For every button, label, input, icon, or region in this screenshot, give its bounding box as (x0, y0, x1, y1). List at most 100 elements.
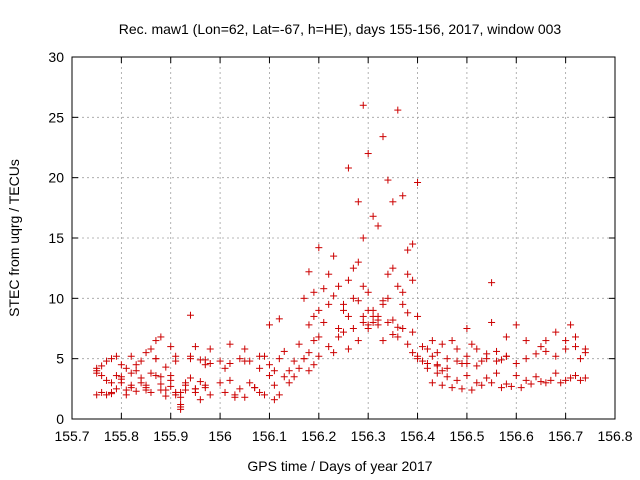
data-point (270, 381, 278, 389)
data-point (473, 379, 481, 387)
data-point (300, 355, 308, 363)
data-point (196, 378, 204, 386)
data-point (305, 321, 313, 329)
data-point (542, 337, 550, 345)
data-point (172, 388, 180, 396)
data-point (182, 379, 190, 387)
data-point (581, 374, 589, 382)
data-point (369, 212, 377, 220)
data-point (137, 374, 145, 382)
data-point (468, 386, 476, 394)
data-point (275, 355, 283, 363)
data-point (177, 405, 185, 413)
data-point (320, 318, 328, 326)
data-point (201, 384, 209, 392)
data-point (340, 300, 347, 308)
data-point (241, 345, 249, 353)
data-point (572, 333, 580, 341)
data-point (157, 333, 165, 341)
data-point (172, 352, 180, 360)
data-point (507, 382, 515, 390)
data-point (497, 384, 505, 392)
data-point (157, 380, 165, 388)
y-tick-label: 25 (48, 109, 64, 125)
data-point (349, 294, 357, 302)
data-point (270, 367, 278, 375)
data-point (433, 349, 441, 357)
data-point (359, 318, 367, 326)
data-point (478, 357, 486, 365)
data-point (552, 352, 560, 360)
data-point (443, 364, 451, 372)
data-point (152, 372, 160, 380)
data-point (414, 352, 422, 360)
y-tick-label: 20 (48, 170, 64, 186)
data-point (236, 355, 244, 363)
data-point (112, 352, 120, 360)
data-point (344, 276, 352, 284)
data-point (152, 355, 160, 363)
data-point (562, 337, 570, 345)
data-point (344, 345, 352, 353)
data-point (399, 325, 407, 332)
y-tick-label: 30 (48, 49, 64, 65)
data-point (448, 337, 456, 345)
data-point (186, 355, 194, 363)
data-point (349, 264, 357, 272)
data-point (295, 340, 303, 348)
data-point (142, 349, 150, 357)
data-point (428, 337, 436, 345)
data-point (177, 393, 185, 401)
chart-title: Rec. maw1 (Lon=62, Lat=-67, h=HE), days … (119, 21, 562, 37)
data-point (310, 361, 318, 369)
data-point (364, 288, 372, 296)
data-point (256, 364, 264, 372)
data-point (256, 388, 264, 396)
data-point (335, 282, 343, 290)
data-point (512, 359, 520, 367)
data-point (527, 380, 535, 388)
data-point (265, 372, 273, 380)
data-point (576, 355, 584, 363)
data-point (305, 268, 313, 276)
data-point (473, 345, 481, 353)
data-point (226, 359, 234, 367)
data-point (305, 349, 313, 357)
data-point (488, 379, 496, 387)
data-point (502, 352, 510, 360)
data-point (409, 276, 417, 284)
y-tick-label: 0 (56, 411, 64, 427)
x-tick-label: 156.4 (400, 428, 435, 444)
data-point (542, 347, 550, 355)
data-point (147, 388, 155, 396)
y-tick-label: 5 (56, 351, 64, 367)
data-point (483, 374, 491, 382)
data-point (428, 379, 436, 387)
data-point (453, 376, 461, 384)
data-point (241, 357, 249, 365)
data-point (389, 264, 397, 272)
data-point (379, 133, 387, 141)
data-point (112, 372, 120, 380)
data-point (389, 316, 397, 324)
data-point (280, 347, 288, 355)
data-point (157, 373, 165, 381)
data-point (196, 396, 204, 404)
data-point (354, 297, 362, 305)
data-point (394, 106, 402, 114)
data-point (517, 384, 525, 392)
x-tick-label: 156.5 (449, 428, 484, 444)
data-point (152, 337, 160, 345)
data-point (463, 352, 471, 360)
data-point (275, 391, 283, 399)
data-point (359, 234, 367, 242)
data-point (330, 292, 338, 300)
data-point (216, 379, 224, 387)
data-point (315, 244, 323, 252)
data-point (418, 357, 426, 365)
data-point (418, 343, 426, 351)
data-point (221, 388, 229, 396)
data-point (191, 385, 199, 393)
data-point (127, 384, 135, 392)
data-point (147, 345, 155, 353)
